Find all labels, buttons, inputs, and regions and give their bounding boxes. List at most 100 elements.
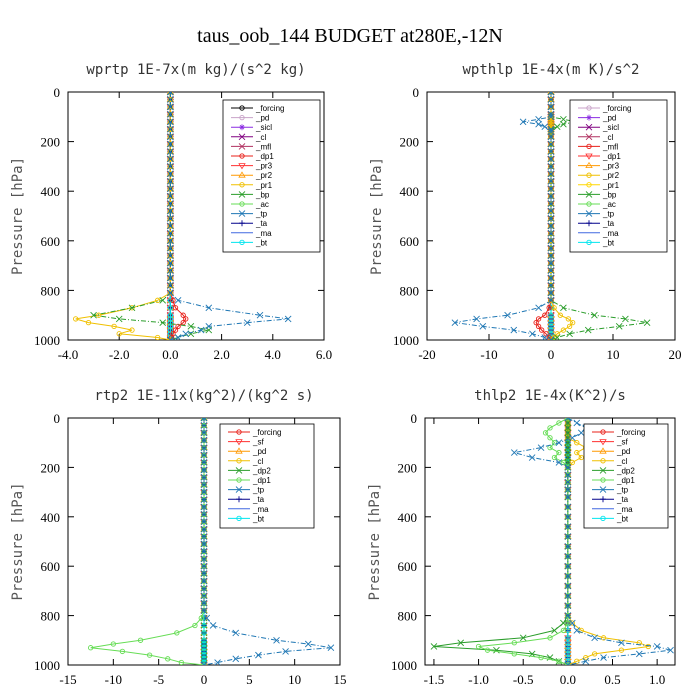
panel-2-legend: _forcing_pd_sicl_cl_mfl_dp1_pr3_pr2_pr1_… xyxy=(569,99,668,253)
panel-2-series-pr2-marker xyxy=(548,119,554,125)
panel-4-series-dp1-marker xyxy=(547,425,553,431)
panel-2-series-tp-marker xyxy=(519,118,527,126)
panel-4-series-dp1-marker xyxy=(547,635,553,641)
panel-3-series-bt-marker xyxy=(201,648,207,655)
panel-1-series-dp1-marker xyxy=(180,312,186,318)
panel-2-series-pr2-marker xyxy=(570,319,576,326)
panel-2-series-bt-marker xyxy=(548,319,554,326)
panel-2-legend-swatch-marker xyxy=(586,172,592,178)
panel-4-series-tp-marker xyxy=(564,661,572,665)
panel-1-xtick-label: 6.0 xyxy=(316,347,332,362)
panel-3: rtp2 1E-11x(kg^2)/(kg^2 s) Pressure [hPa]… xyxy=(10,388,347,687)
panel-1-legend-swatch-marker xyxy=(239,124,245,131)
panel-4-series-tp-marker xyxy=(564,418,572,422)
panel-1-series-pr1-marker xyxy=(154,334,161,340)
panel-3-xtick-label: -5 xyxy=(153,672,164,687)
panel-3-series-tp-marker xyxy=(200,518,208,526)
panel-3-series-tp-marker xyxy=(200,577,208,585)
panel-1-legend-swatch-marker xyxy=(238,171,246,178)
panel-2-legend-label: _mfl xyxy=(602,142,618,151)
panel-1-legend-label: _cl xyxy=(255,133,266,142)
panel-2-series-tp-marker xyxy=(535,120,542,128)
panel-4-legend-label: _ma xyxy=(616,505,633,514)
panel-2-series-tp-marker xyxy=(529,330,536,338)
panel-2-legend-swatch-marker xyxy=(586,182,592,188)
panel-1-series-pr1-marker xyxy=(167,96,174,103)
panel-2-legend-swatch-marker xyxy=(585,123,593,131)
panel-2-series-tp-marker xyxy=(547,133,555,140)
panel-2-series-bp-marker xyxy=(566,330,573,338)
panel-2-legend-swatch-marker xyxy=(586,114,592,121)
panel-3-series-tp-marker xyxy=(200,444,208,451)
panel-2-legend-label: _sicl xyxy=(602,123,619,132)
panel-2-xtick-label: 10 xyxy=(607,347,620,362)
panel-1-legend-label: _forcing xyxy=(255,104,284,113)
panel-2-series-tp-marker xyxy=(541,123,549,131)
panel-4-legend-swatch-marker xyxy=(599,467,607,474)
panel-1-series-tp-marker xyxy=(167,148,174,155)
panel-4-series-tp-marker xyxy=(600,654,607,661)
panel-3-series-tp-marker xyxy=(282,648,289,655)
panel-2-legend-swatch-marker xyxy=(586,143,592,150)
panel-2-series-tp-marker xyxy=(547,96,555,103)
panel-3-ytick-label: 0 xyxy=(54,411,61,426)
panel-2-series-tp xyxy=(454,92,552,340)
panel-2-legend-swatch-marker xyxy=(586,201,592,207)
panel-1-series-tp-marker xyxy=(205,304,213,312)
panel-2-ytick-label: 200 xyxy=(400,135,420,150)
panel-1-series-tp-marker xyxy=(256,311,264,319)
panel-3-series-dp1-marker xyxy=(201,662,207,665)
panel-1-ytick-label: 600 xyxy=(41,234,61,249)
panel-4-ytick-label: 1000 xyxy=(391,658,417,673)
panel-4-series-tp-marker xyxy=(564,582,572,590)
panel-1-series-dp1-marker xyxy=(170,297,176,303)
panel-2-series-pr2-marker xyxy=(548,96,554,103)
panel-3-series-bt-marker xyxy=(201,641,207,647)
panel-3-legend-label: _tp xyxy=(252,486,265,495)
panel-1-series-tp-marker xyxy=(167,192,174,200)
panel-1-series-tp-marker xyxy=(167,177,174,185)
panel-4-series-tp-marker xyxy=(510,449,518,456)
panel-4-series-bt-marker xyxy=(565,647,571,653)
panel-1-legend-label: _bp xyxy=(255,190,270,199)
panel-3-series-dp1-marker xyxy=(174,630,180,636)
panel-1-series-tp-marker xyxy=(167,336,174,340)
panel-3-series-bt-marker xyxy=(201,656,207,662)
panel-1-series-bt-marker xyxy=(167,312,174,318)
panel-4-xtick-label: 0.5 xyxy=(604,672,620,687)
panel-4-series-tp-marker xyxy=(564,602,572,610)
panel-1-series-bp-marker xyxy=(159,297,167,304)
panel-3-series-bt-marker xyxy=(201,637,207,643)
panel-2-series-tp-marker xyxy=(547,170,555,178)
panel-4-title: thlp2 1E-4x(K^2)/s xyxy=(474,388,626,404)
panel-2-legend-label: _cl xyxy=(602,133,613,142)
panel-3-series-dp1-marker xyxy=(178,659,184,665)
panel-4-legend-label: _pd xyxy=(616,447,630,456)
panel-1-series-pr1-marker xyxy=(154,297,161,303)
panel-3-series-tp-marker xyxy=(214,659,221,665)
panel-4-series-dp1-marker xyxy=(556,449,562,456)
panel-4-series-tp-marker xyxy=(591,634,598,642)
panel-1-legend-swatch-marker xyxy=(238,143,246,150)
panel-4-series-tp-marker xyxy=(555,439,563,447)
panel-3-legend-label: _ma xyxy=(252,505,269,514)
panel-4-series-cl-marker xyxy=(578,454,584,461)
panel-2-legend-label: _ta xyxy=(602,219,615,228)
panel-3-ytick-label: 400 xyxy=(41,510,61,525)
panel-4-series-dp2 xyxy=(433,418,569,665)
panel-2-series-bp-marker xyxy=(560,115,567,123)
panel-1-legend-swatch-marker xyxy=(238,191,246,198)
panel-3-legend-label: _sf xyxy=(252,438,264,447)
panel-1-legend-label: _ta xyxy=(255,219,268,228)
panel-3-series-tp xyxy=(203,418,331,665)
panel-3-series-dp1-marker xyxy=(192,622,198,629)
panel-2-series-mfl-marker xyxy=(535,323,542,330)
panel-1-series-pr1-marker xyxy=(129,327,135,333)
panel-4-series-tp-marker xyxy=(569,434,576,442)
panel-4-series-dp1-marker xyxy=(475,643,482,650)
panel-1-series-dp1-marker xyxy=(175,323,181,330)
panel-1-legend-label: _pr3 xyxy=(255,162,273,171)
panel-1-legend-label: _bt xyxy=(255,238,268,247)
panel-1-series-tp-marker xyxy=(205,323,213,330)
panel-1-series-tp xyxy=(169,92,289,340)
